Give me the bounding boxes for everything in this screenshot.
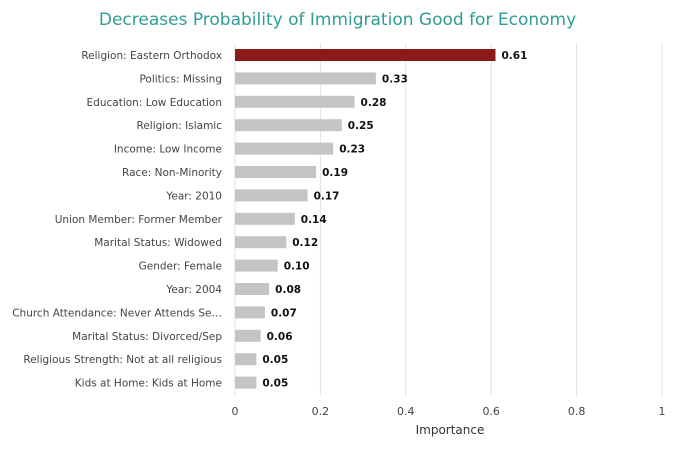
category-label: Gender: Female	[139, 261, 222, 273]
bar[interactable]	[235, 353, 257, 366]
value-label: 0.33	[382, 73, 408, 85]
category-label: Income: Low Income	[114, 144, 222, 156]
value-labels: 0.61 0.33 0.28 0.25 0.23 0.19 0.17 0.14 0.12 0.10…	[262, 50, 527, 390]
bar[interactable]	[235, 142, 334, 155]
x-tick-label: 0.4	[397, 405, 415, 418]
x-tick-label: 0.8	[568, 405, 586, 418]
x-tick-label: 1	[659, 405, 666, 418]
value-label: 0.23	[339, 144, 365, 156]
value-label: 0.28	[361, 97, 387, 109]
x-axis-label: Importance	[416, 423, 485, 437]
bar[interactable]	[235, 236, 287, 249]
value-label: 0.25	[348, 120, 374, 132]
value-label: 0.19	[322, 167, 348, 179]
value-label: 0.12	[292, 237, 318, 249]
bar[interactable]	[235, 212, 295, 225]
value-label: 0.06	[267, 331, 293, 343]
bar[interactable]	[235, 306, 265, 319]
value-label: 0.07	[271, 307, 297, 319]
bar[interactable]	[235, 259, 278, 272]
bar[interactable]	[235, 119, 342, 132]
category-label: Kids at Home: Kids at Home	[75, 378, 222, 390]
category-label: Religion: Eastern Orthodox	[81, 50, 222, 62]
bar[interactable]	[235, 49, 496, 61]
bar[interactable]	[235, 329, 261, 342]
value-label: 0.61	[501, 50, 527, 62]
category-label: Education: Low Education	[87, 97, 222, 109]
category-label: Church Attendance: Never Attends Se…	[12, 307, 222, 319]
category-label: Religion: Islamic	[137, 120, 223, 132]
x-tick-label: 0.6	[482, 405, 500, 418]
value-label: 0.05	[262, 354, 288, 366]
bar[interactable]	[235, 189, 308, 202]
category-label: Race: Non-Minority	[122, 167, 222, 179]
category-label: Union Member: Former Member	[55, 214, 223, 226]
value-label: 0.17	[314, 190, 340, 202]
category-label: Politics: Missing	[139, 73, 222, 85]
bar[interactable]	[235, 283, 270, 295]
bar[interactable]	[235, 376, 257, 389]
category-label: Year: 2010	[165, 190, 222, 202]
x-tick-label: 0.2	[312, 405, 330, 418]
x-tick-labels: 0 0.2 0.4 0.6 0.8 1	[232, 405, 666, 418]
category-label: Marital Status: Divorced/Sep	[72, 331, 222, 343]
category-label: Marital Status: Widowed	[94, 237, 222, 249]
value-label: 0.05	[262, 378, 288, 390]
bar[interactable]	[235, 166, 317, 178]
value-label: 0.08	[275, 284, 301, 296]
bar[interactable]	[235, 72, 376, 85]
category-label: Religious Strength: Not at all religious	[23, 354, 222, 366]
category-labels: Religion: Eastern Orthodox Politics: Miss…	[12, 50, 222, 390]
bar[interactable]	[235, 95, 355, 108]
bars	[235, 49, 496, 389]
x-tick-label: 0	[232, 405, 239, 418]
category-label: Year: 2004	[165, 284, 222, 296]
value-label: 0.10	[284, 261, 310, 273]
chart-title: Decreases Probability of Immigration Goo…	[98, 10, 577, 30]
value-label: 0.14	[301, 214, 327, 226]
